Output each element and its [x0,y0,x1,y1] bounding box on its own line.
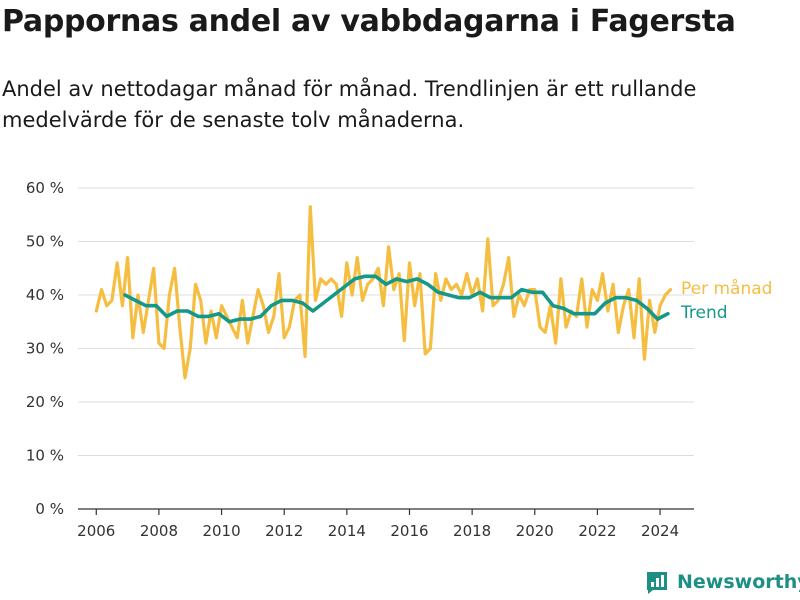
y-tick-label: 20 % [26,393,64,411]
x-tick-label: 2010 [202,522,240,540]
legend-label-per-manad: Per månad [681,278,772,299]
chart-title: Pappornas andel av vabbdagarna i Fagerst… [2,4,736,39]
x-tick-label: 2016 [390,522,428,540]
y-tick-label: 60 % [26,179,64,197]
line-labels: Per månad Trend [680,278,772,323]
x-tick-labels: 2006 2008 2010 2012 2014 2016 2018 2020 2022 2024 [77,509,679,540]
y-tick-label: 50 % [26,233,64,251]
x-tick-label: 2006 [77,522,115,540]
legend-label-trend: Trend [680,303,728,323]
y-tick-label: 30 % [26,340,64,358]
brand-name: Newsworthy [677,571,800,593]
x-tick-label: 2022 [578,522,616,540]
x-tick-label: 2012 [265,522,303,540]
x-tick-label: 2008 [140,522,178,540]
y-tick-label: 0 % [35,500,64,518]
brand-logo: Newsworthy [644,569,800,595]
series-lines [94,205,673,380]
x-tick-label: 2024 [641,522,679,540]
series-line-trend [123,274,670,324]
grid-lines [78,187,694,456]
chart-subtitle: Andel av nettodagar månad för månad. Tre… [2,77,697,132]
y-tick-label: 10 % [26,447,64,465]
x-tick-label: 2014 [328,522,366,540]
x-tick-label: 2018 [453,522,491,540]
y-tick-labels: 0 % 10 % 20 % 30 % 40 % 50 % 60 % [26,179,64,518]
series-line-per-manad [94,205,673,380]
x-tick-label: 2020 [516,522,554,540]
y-tick-label: 40 % [26,286,64,304]
newsworthy-logo-icon [647,572,667,594]
